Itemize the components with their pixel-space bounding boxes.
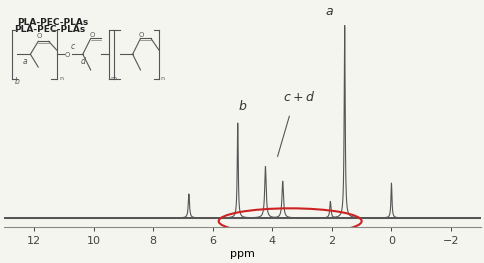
Text: PLA-PEC-PLAs: PLA-PEC-PLAs bbox=[14, 25, 85, 34]
Text: $c + d$: $c + d$ bbox=[283, 90, 315, 104]
X-axis label: ppm: ppm bbox=[229, 249, 255, 259]
Text: b: b bbox=[238, 100, 246, 113]
Text: a: a bbox=[325, 5, 333, 18]
